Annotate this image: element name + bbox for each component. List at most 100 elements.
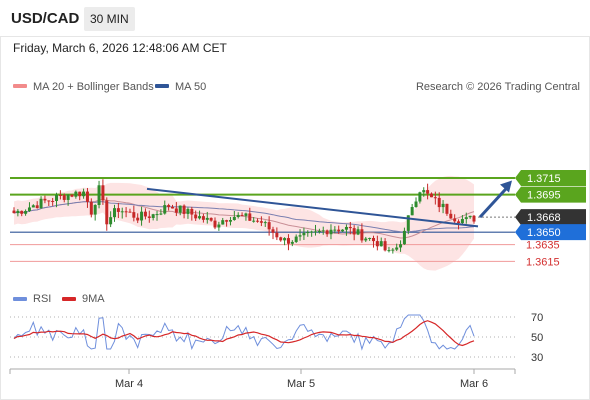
candle-body [116,208,120,212]
candle-body [89,201,93,215]
candle-body [356,229,360,235]
candle-body [225,220,229,222]
candle-body [395,247,399,250]
candle-body [286,238,290,244]
candle-body [248,213,252,221]
candle-body [186,208,190,214]
rsi-legend: RSI 9MA [13,293,105,305]
candle-body [437,197,441,208]
candle-body [314,231,318,233]
candle-body [147,216,151,218]
candle-body [174,208,178,213]
candle-body [294,236,298,242]
timestamp: Friday, March 6, 2026 12:48:06 AM CET [13,41,227,55]
symbol-title: USD/CAD [11,10,80,27]
candle-body [352,228,356,235]
candle-body [453,218,457,222]
ma9-legend-swatch [62,297,76,301]
trendline-group [146,180,512,228]
candle-body [209,217,213,221]
candle-body [97,185,101,205]
candle-body [457,221,461,224]
candle-body [464,217,468,220]
candle-body [329,229,333,235]
ma20-legend-label: MA 20 + Bollinger Bands [33,81,154,93]
candle-body [306,232,310,234]
price-label-1.3635: 1.3635 [526,240,560,252]
price-badge-1.3695 [515,186,586,203]
candle-body [221,220,225,225]
candle-body [128,211,132,213]
candle-body [217,224,221,228]
rsi-tick-70: 70 [531,312,543,324]
rsi-legend-swatch [13,297,27,301]
candle-body [101,185,105,201]
candle-body [337,229,341,232]
bollinger-band-area [14,175,474,271]
candle-body [298,235,302,237]
candle-body [445,203,449,214]
candle-body [302,232,306,236]
time-label-Mar-4: Mar 4 [115,378,143,390]
candle-body [348,226,352,229]
candle-body [93,204,97,215]
candle-body [140,211,144,221]
candle-body [236,214,240,218]
rsi-tick-50: 50 [531,332,543,344]
candle-body [124,211,128,213]
credit-text: Research © 2026 Trading Central [416,81,580,93]
candle-body [66,194,70,200]
forecast-arrow-shaft [478,184,511,219]
candle-body [85,191,89,202]
candle-body [375,241,379,247]
candle-body [406,215,410,231]
candle-body [263,222,267,224]
price-label-1.3615: 1.3615 [526,256,560,268]
ma9-legend-label: 9MA [82,293,105,305]
candle-body [426,190,430,194]
candle-body [47,200,51,202]
candle-body [190,208,194,215]
time-axis: Mar 4 Mar 5 Mar 6 [9,368,516,390]
candle-body [16,210,20,214]
candle-body [344,226,348,230]
price-badge-text-1.3695: 1.3695 [527,190,561,202]
candle-body [27,207,31,211]
candle-body [43,198,47,201]
candle-body [78,191,82,197]
ma50-legend-label: MA 50 [175,81,206,93]
candle-body [24,210,28,214]
candle-body [321,230,325,232]
candle-body [201,216,205,220]
candle-body [410,207,414,216]
candle-body [12,210,16,214]
rsi-line [13,314,475,351]
candle-body [290,241,294,244]
candle-body [252,220,256,222]
ma20-legend-swatch [13,84,27,88]
candle-body [159,213,163,215]
candle-body [441,203,445,208]
bollinger-bands [14,175,474,271]
candle-body [58,194,62,196]
candle-body [460,219,464,224]
candle-body [55,194,59,201]
time-label-Mar-5: Mar 5 [287,378,315,390]
candle-body [429,193,433,198]
time-label-Mar-6: Mar 6 [460,378,488,390]
candle-body [105,200,109,225]
candle-body [194,214,198,219]
candle-body [205,217,209,220]
candle-body [182,205,186,214]
candle-body [433,197,437,199]
candle-body [132,212,136,218]
candle-body [317,230,321,232]
price-badge-1.3715 [515,170,586,186]
candle-body [178,205,182,213]
timeframe-button[interactable]: 30 MIN [84,7,135,31]
candle-body [371,237,375,242]
candle-body [399,244,403,248]
candle-body [198,216,202,219]
candle-body [310,231,314,233]
